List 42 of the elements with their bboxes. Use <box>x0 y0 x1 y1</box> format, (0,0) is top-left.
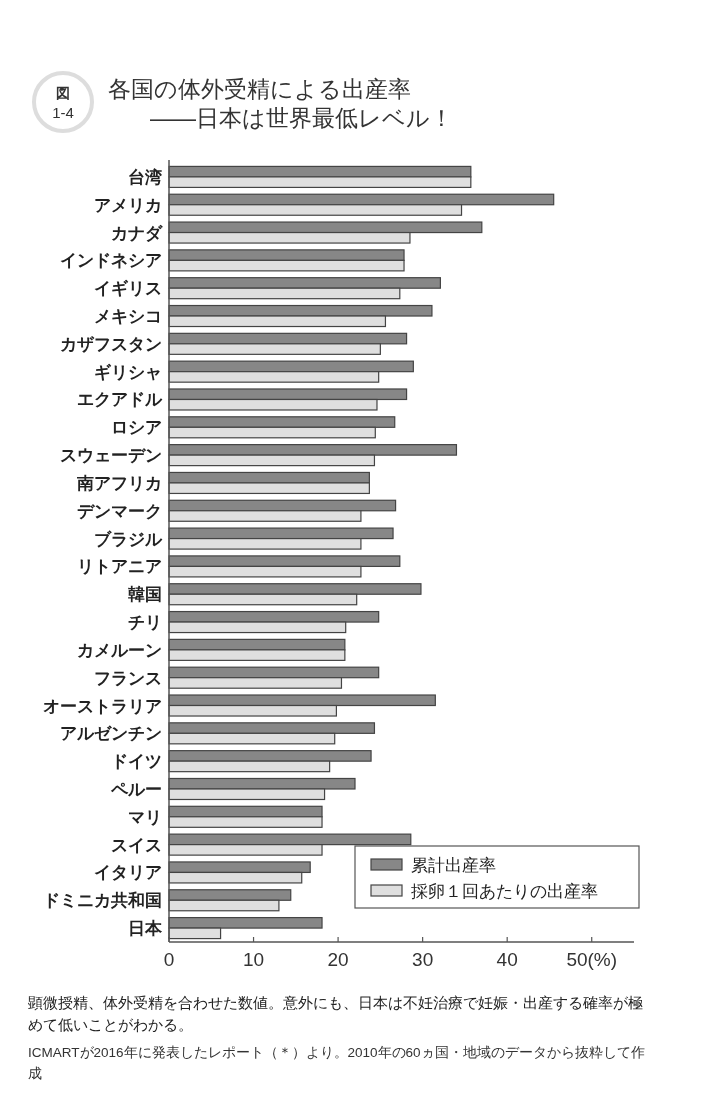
y-tick-label: メキシコ <box>94 307 162 326</box>
chart-subtitle: ——日本は世界最低レベル！ <box>150 105 453 131</box>
y-tick-label: オーストラリア <box>43 696 162 715</box>
x-tick-label: 50(%) <box>566 949 618 970</box>
y-tick-label: エクアドル <box>77 390 163 409</box>
x-tick-label: 0 <box>163 949 175 970</box>
x-tick-label: 30 <box>412 949 434 970</box>
y-tick-label: フランス <box>94 668 162 687</box>
y-tick-label: イギリス <box>94 279 162 298</box>
text: 図 <box>56 85 70 101</box>
y-tick-label: イタリア <box>94 863 162 882</box>
y-tick-label: カザフスタン <box>60 334 162 353</box>
text: ICMARTが2016年に発表したレポート（＊）より。2010年の60ヵ国・地域のデータから抜粋して作成 <box>28 1044 646 1083</box>
y-tick-label: リトアニア <box>77 557 162 576</box>
y-tick-label: ドミニカ共和国 <box>43 891 162 911</box>
legend-label: 累計出産率 <box>411 856 496 875</box>
y-tick-label: アメリカ <box>94 195 162 214</box>
y-tick-label: 台湾 <box>128 167 162 186</box>
y-tick-label: ブラジル <box>94 529 163 548</box>
text: 顕微授精、体外受精を合わせた数値。意外にも、日本は不妊治療で妊娠・出産する確率が極めて低いことがわかる。 <box>28 993 644 1035</box>
y-tick-label: 日本 <box>128 919 163 938</box>
y-tick-label: ギリシャ <box>94 362 162 381</box>
y-tick-label: インドネシア <box>60 251 162 270</box>
y-tick-label: デンマーク <box>77 501 162 520</box>
y-tick-label: ロシア <box>111 418 162 437</box>
y-tick-label: 韓国 <box>128 585 162 604</box>
y-tick-label: スウェーデン <box>60 446 162 465</box>
x-tick-label: 20 <box>327 949 349 970</box>
chart-title: 各国の体外受精による出産率 <box>108 76 411 102</box>
y-tick-label: スイス <box>111 835 162 854</box>
x-tick-label: 40 <box>496 949 518 970</box>
text: 1-4 <box>52 104 74 121</box>
y-tick-label: ペルー <box>110 779 162 798</box>
y-tick-label: カメルーン <box>77 640 162 659</box>
y-tick-label: マリ <box>128 807 162 826</box>
y-tick-label: カナダ <box>111 223 163 242</box>
y-tick-label: チリ <box>128 613 162 632</box>
y-tick-label: 南アフリカ <box>76 473 162 492</box>
x-tick-label: 10 <box>242 949 265 970</box>
y-tick-label: アルゼンチン <box>60 724 162 743</box>
y-tick-label: ドイツ <box>111 752 162 771</box>
legend-label: 採卵１回あたりの出産率 <box>411 882 598 901</box>
